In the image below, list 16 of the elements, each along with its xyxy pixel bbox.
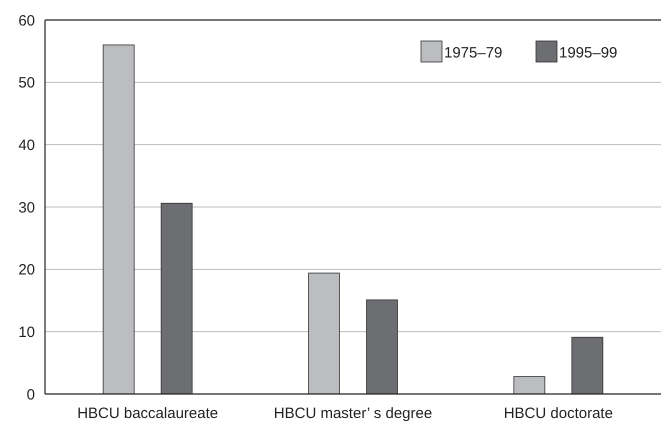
legend-label: 1975–79 xyxy=(444,44,502,62)
legend-label: 1995–99 xyxy=(559,44,618,62)
x-tick-label: HBCU master’ s degree xyxy=(274,405,432,422)
y-tick-label: 10 xyxy=(18,324,35,341)
y-tick-label: 40 xyxy=(18,136,35,154)
x-tick-label: HBCU baccalaureate xyxy=(77,405,218,422)
bar xyxy=(513,376,546,394)
bar xyxy=(160,202,193,394)
y-tick-label: 60 xyxy=(18,12,35,30)
x-tick-label: HBCU doctorate xyxy=(504,405,613,422)
y-tick-label: 0 xyxy=(26,386,35,404)
y-tick-label: 30 xyxy=(18,199,35,216)
bar xyxy=(366,299,398,394)
bar xyxy=(571,336,604,394)
y-tick-label: 20 xyxy=(18,262,35,279)
y-tick-label: 50 xyxy=(18,74,35,92)
